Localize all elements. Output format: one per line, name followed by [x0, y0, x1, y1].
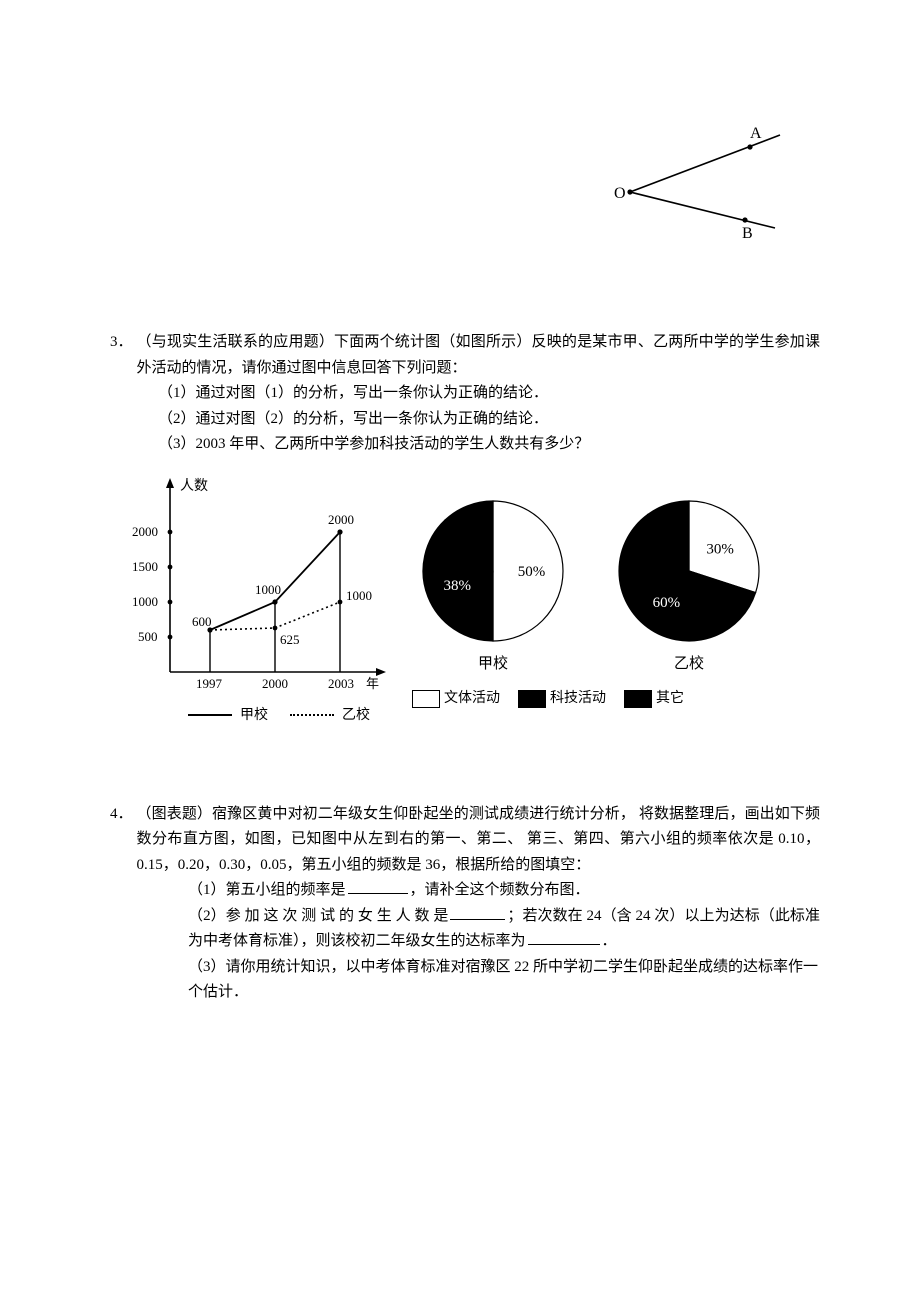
problem-3: 3． （与现实生活联系的应用题）下面两个统计图（如图所示）反映的是某市甲、乙两所…	[110, 330, 820, 732]
pie-legend: 文体活动 科技活动 其它	[408, 687, 774, 711]
p3-number: 3．	[110, 330, 137, 381]
svg-text:30%: 30%	[706, 541, 734, 557]
p3-stem: （与现实生活联系的应用题）下面两个统计图（如图所示）反映的是某市甲、乙两所中学的…	[137, 330, 820, 381]
svg-text:2000: 2000	[132, 524, 158, 539]
p3-q3: （3）2003 年甲、乙两所中学参加科技活动的学生人数共有多少？	[110, 432, 820, 458]
p3-q1: （1）通过对图（1）的分析，写出一条你认为正确的结论．	[110, 381, 820, 407]
pie-yi: 30% 60% 乙校	[604, 496, 774, 678]
pie-jia-caption: 甲校	[408, 652, 578, 678]
svg-text:500: 500	[138, 629, 158, 644]
line-chart-svg: 500 1000 1500 2000 1997 2000 2003 年	[110, 472, 400, 702]
pie-yi-caption: 乙校	[604, 652, 774, 678]
svg-text:38%: 38%	[443, 578, 471, 594]
p4-q3: （3）请你用统计知识，以中考体育标准对宿豫区 22 所中学初二学生仰卧起坐成绩的…	[110, 955, 820, 1006]
svg-text:2003: 2003	[328, 676, 354, 691]
pie-jia-svg: 50% 38%	[413, 496, 573, 646]
p3-figure-row: 500 1000 1500 2000 1997 2000 2003 年	[110, 472, 820, 732]
angle-svg: O A B	[600, 120, 800, 240]
svg-text:50%: 50%	[518, 564, 546, 580]
angle-B: B	[742, 225, 753, 240]
svg-text:年: 年	[366, 676, 379, 691]
line-legend: 甲校 乙校	[110, 704, 400, 728]
pie-jia: 50% 38% 甲校	[408, 496, 578, 678]
svg-text:2000: 2000	[262, 676, 288, 691]
problem-4: 4． （图表题）宿豫区黄中对初二年级女生仰卧起坐的测试成绩进行统计分析， 将数据…	[110, 802, 820, 1006]
p4-q1: （1）第五小组的频率是，请补全这个频数分布图．	[110, 878, 820, 904]
svg-text:1000: 1000	[255, 582, 281, 597]
angle-O: O	[614, 185, 626, 202]
p4-number: 4．	[110, 802, 137, 879]
svg-text:60%: 60%	[653, 595, 681, 611]
p4-stem: （图表题）宿豫区黄中对初二年级女生仰卧起坐的测试成绩进行统计分析， 将数据整理后…	[137, 802, 820, 879]
p3-q2: （2）通过对图（2）的分析，写出一条你认为正确的结论．	[110, 407, 820, 433]
svg-text:625: 625	[280, 632, 300, 647]
svg-text:600: 600	[192, 614, 212, 629]
page: O A B 3． （与现实生活联系的应用题）下面两个统计图（如图所示）反映的是某…	[0, 0, 920, 1300]
svg-text:人数: 人数	[180, 478, 208, 494]
pies-wrap: 50% 38% 甲校 30% 60% 乙校 文体活动 科技活动 其它	[408, 472, 774, 711]
pie-yi-svg: 30% 60%	[609, 496, 769, 646]
angle-figure: O A B	[600, 120, 800, 240]
svg-text:1997: 1997	[196, 676, 223, 691]
svg-text:1000: 1000	[132, 594, 158, 609]
svg-text:2000: 2000	[328, 512, 354, 527]
angle-A: A	[750, 125, 762, 142]
p4-q2: （2）参 加 这 次 测 试 的 女 生 人 数 是；若次数在 24（含 24 …	[110, 904, 820, 955]
line-chart: 500 1000 1500 2000 1997 2000 2003 年	[110, 472, 400, 732]
svg-text:1500: 1500	[132, 559, 158, 574]
svg-text:1000: 1000	[346, 588, 372, 603]
